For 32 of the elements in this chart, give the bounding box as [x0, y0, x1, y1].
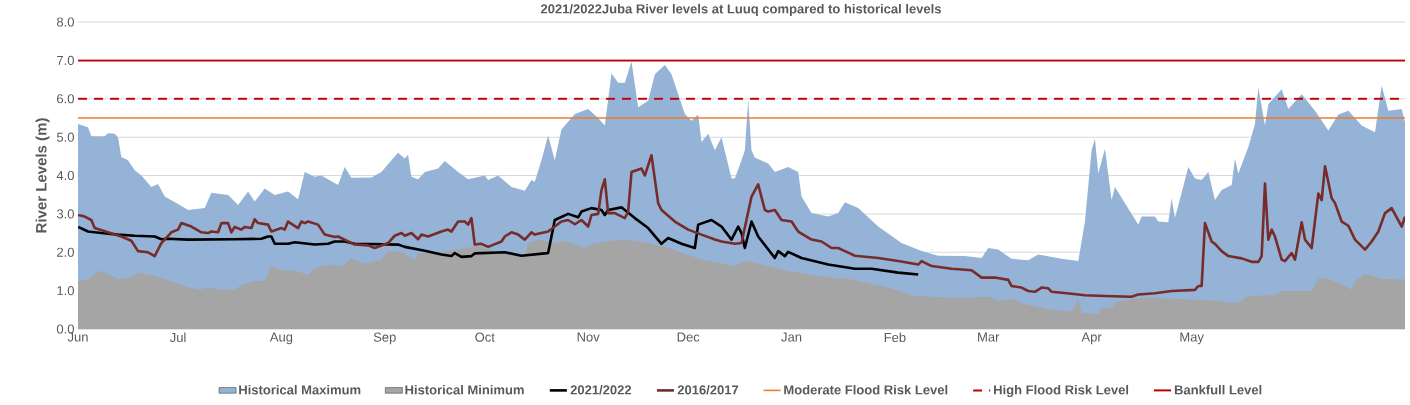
legend-label: Historical Minimum: [405, 384, 524, 395]
x-tick-label: Dec: [677, 332, 700, 342]
y-tick-label: 1.0: [57, 286, 74, 296]
legend-label: Moderate Flood Risk Level: [784, 384, 948, 395]
x-tick-label: Jun: [67, 332, 88, 342]
legend-label: Historical Maximum: [239, 384, 361, 395]
x-tick-label: Jan: [781, 332, 802, 342]
line-series: [78, 153, 1406, 299]
x-tick-label: Nov: [577, 332, 600, 342]
x-tick-label: Feb: [884, 332, 906, 343]
legend-label: Bankfull Level: [1174, 384, 1262, 395]
y-tick-label: 0.0: [56, 324, 74, 334]
legend-label: 2016/2017: [677, 384, 739, 395]
y-tick-label: 2.0: [57, 247, 74, 257]
y-tick-label: 8.0: [56, 17, 74, 27]
x-tick-label: Sep: [373, 332, 396, 345]
y-tick-label: 6.0: [57, 94, 74, 104]
x-tick-label: May: [1180, 332, 1204, 345]
x-tick-label: Aug: [269, 332, 293, 345]
y-tick-label: 5.0: [56, 132, 74, 142]
x-tick-label: Jul: [169, 332, 186, 343]
y-tick-label: 3.0: [56, 209, 74, 219]
line-series: [78, 206, 920, 276]
x-tick-label: Oct: [475, 332, 495, 342]
legend-label: High Flood Risk Level: [994, 384, 1129, 398]
chart-title: 2021/2022Juba River levels at Luuq compared to historical levels: [540, 3, 941, 17]
y-axis-title: River Levels (m): [35, 118, 50, 233]
x-tick-label: Mar: [978, 332, 1000, 342]
y-tick-label: 4.0: [56, 170, 74, 181]
y-tick-label: 7.0: [57, 55, 74, 65]
legend-label: 2021/2022: [570, 384, 632, 395]
x-tick-label: Apr: [1081, 332, 1102, 345]
